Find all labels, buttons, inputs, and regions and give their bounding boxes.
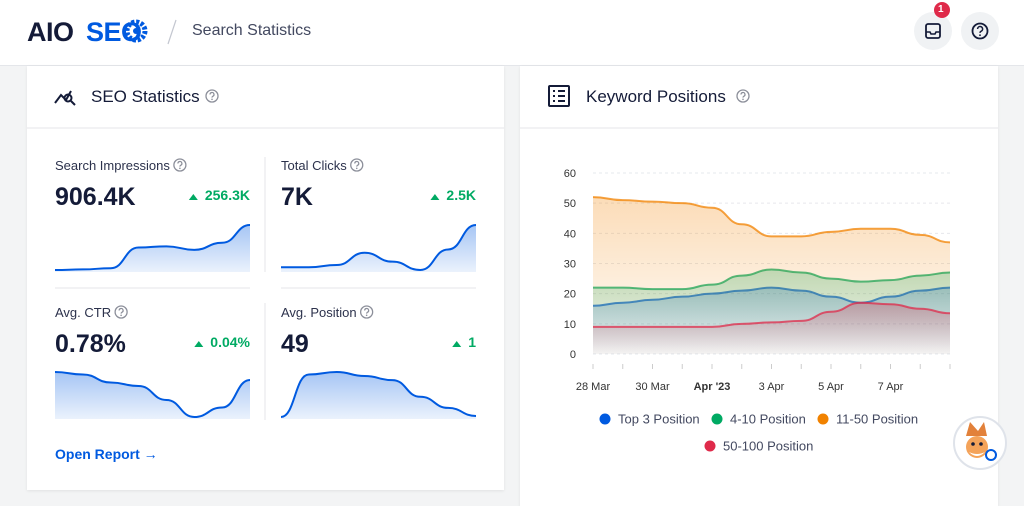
logo-text: SEO	[86, 17, 142, 47]
line	[593, 301, 951, 328]
help-icon	[211, 98, 213, 101]
help-icon	[355, 167, 358, 170]
help-icon	[114, 305, 128, 319]
mascot-button[interactable]	[953, 416, 1007, 470]
open-report-link[interactable]: Open Report →	[55, 446, 158, 462]
change-arrow	[430, 194, 440, 200]
legend-label: Top 3 Position	[618, 412, 700, 427]
card-title: SEO Statistics	[91, 87, 200, 106]
x-tick-label: 7 Apr	[878, 381, 904, 393]
help-icon	[209, 91, 215, 98]
stat-label: Search Impressions	[55, 158, 170, 173]
help-icon	[742, 98, 744, 101]
help-icon	[359, 305, 374, 319]
notification-badge	[934, 2, 950, 18]
help-icon	[364, 307, 370, 314]
x-tick-label: 5 Apr	[818, 381, 844, 393]
sparkline	[280, 370, 477, 418]
help-icon	[177, 160, 183, 167]
logo-text: AIO	[27, 17, 74, 47]
help-icon	[118, 307, 124, 314]
sparkline	[54, 224, 251, 271]
legend-label: 4-10 Position	[730, 412, 806, 427]
change-arrow	[188, 194, 198, 200]
help-icon	[173, 158, 187, 172]
y-tick-label: 40	[564, 228, 576, 240]
help-icon	[205, 89, 219, 103]
sparkline-area	[55, 372, 250, 419]
breadcrumb-separator	[167, 19, 177, 45]
help-icon	[120, 314, 122, 317]
inbox-button[interactable]	[914, 12, 952, 50]
stat-label: Total Clicks	[281, 158, 347, 173]
help-button[interactable]	[961, 12, 999, 50]
stat-change: 256.3K	[204, 187, 250, 203]
sparkline-area	[281, 372, 476, 419]
help-icon	[350, 158, 364, 172]
logo-gear	[124, 19, 148, 43]
notification-count: 1	[938, 4, 944, 15]
seo-statistics-icon	[54, 90, 76, 106]
legend-marker	[711, 413, 723, 425]
stat-value: 7K	[281, 183, 313, 211]
x-tick-label: 28 Mar	[576, 381, 611, 393]
help-icon	[354, 160, 360, 167]
x-tick-label: 3 Apr	[759, 381, 785, 393]
legend-label: 11-50 Position	[836, 412, 918, 427]
stat-change: 1	[468, 334, 476, 350]
stat-value: 0.78%	[55, 330, 126, 358]
y-tick-label: 50	[564, 198, 576, 210]
y-tick-label: 10	[564, 319, 576, 331]
stat-label: Avg. CTR	[55, 305, 112, 320]
area	[593, 302, 950, 354]
change-arrow	[194, 341, 204, 347]
change-arrow	[452, 341, 462, 347]
stat-value: 906.4K	[55, 183, 136, 211]
help-icon	[179, 167, 181, 170]
help-icon	[740, 91, 746, 98]
legend-marker	[599, 413, 611, 425]
card-title: Keyword Positions	[586, 87, 726, 106]
x-tick-label: 30 Mar	[635, 381, 670, 393]
breadcrumb: Search Statistics	[192, 22, 312, 39]
header	[0, 0, 1024, 66]
sparkline-area	[55, 225, 250, 272]
keyword-positions-icon	[548, 85, 570, 107]
y-tick-label: 30	[564, 259, 576, 271]
sparkline-area	[281, 225, 476, 272]
x-tick-label: Apr '23	[694, 381, 731, 393]
legend-marker	[704, 440, 716, 452]
sparkline	[54, 371, 251, 419]
y-tick-label: 60	[564, 168, 576, 180]
legend-label: 50-100 Position	[723, 439, 813, 454]
help-icon	[365, 314, 368, 317]
line	[592, 196, 951, 244]
stat-change: 0.04%	[210, 334, 250, 350]
y-tick-label: 0	[570, 349, 576, 361]
stat-change: 2.5K	[446, 187, 476, 203]
stat-value: 49	[281, 330, 309, 358]
sparkline	[281, 224, 477, 272]
y-tick-label: 20	[564, 289, 576, 301]
legend-marker	[817, 413, 829, 425]
stat-label: Avg. Position	[281, 305, 357, 320]
help-icon	[736, 89, 750, 103]
